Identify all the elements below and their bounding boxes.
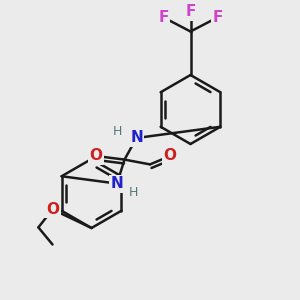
Text: O: O — [46, 202, 59, 217]
Text: O: O — [164, 148, 177, 164]
Text: N: N — [130, 130, 143, 146]
Text: O: O — [89, 148, 103, 164]
Text: F: F — [212, 10, 223, 25]
Text: N: N — [111, 176, 123, 191]
Text: H: H — [129, 186, 138, 200]
Text: F: F — [185, 4, 196, 20]
Text: H: H — [112, 125, 122, 139]
Text: F: F — [158, 10, 169, 25]
